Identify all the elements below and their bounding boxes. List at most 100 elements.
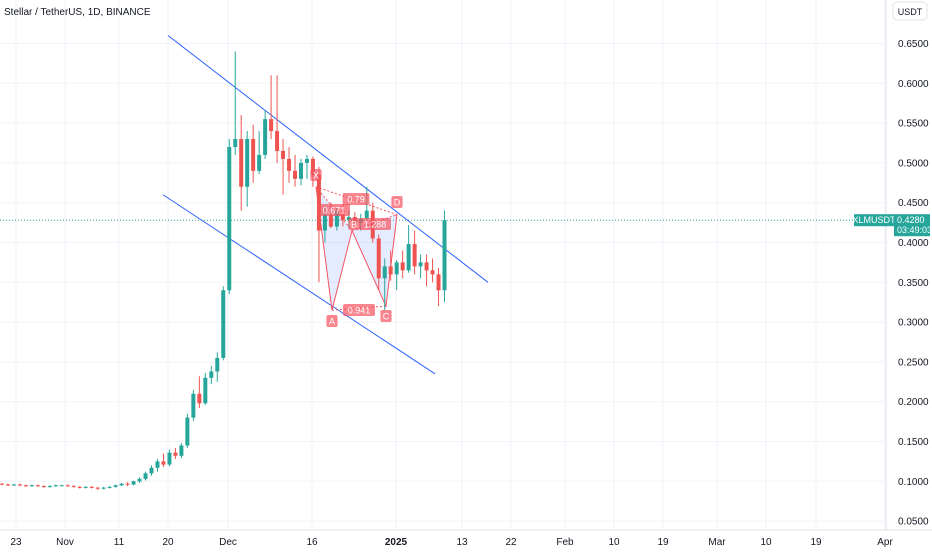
price-tick-label: 0.4500 — [898, 198, 929, 209]
candle-body — [35, 485, 40, 487]
candle-body — [310, 158, 315, 175]
candle — [95, 486, 100, 491]
candle — [382, 258, 387, 311]
candle — [400, 250, 405, 279]
candle-body — [167, 452, 172, 465]
candle — [149, 465, 154, 476]
candle-body — [304, 158, 309, 163]
candle — [203, 373, 208, 405]
candle — [412, 230, 417, 275]
candle — [257, 131, 262, 175]
candle-body — [41, 486, 46, 488]
candle-body — [83, 486, 88, 488]
candle — [251, 124, 256, 183]
candle — [35, 484, 40, 487]
candle — [221, 286, 226, 361]
candle — [394, 260, 399, 291]
last-price-label: XLMUSDT 0.4280 03:49:03 — [852, 214, 932, 237]
candle-body — [418, 262, 423, 267]
price-tick-label: 0.5000 — [898, 158, 929, 169]
candle — [436, 267, 441, 307]
candle-body — [299, 162, 303, 179]
candle — [23, 484, 28, 487]
time-tick-label: Apr — [877, 537, 893, 548]
candle — [245, 131, 250, 207]
candle-body — [203, 377, 208, 404]
price-tick-label: 0.1000 — [898, 477, 929, 488]
channel-line — [162, 194, 436, 375]
time-tick-label: 2025 — [385, 537, 408, 548]
candle-body — [17, 484, 22, 486]
candle-body — [23, 485, 28, 487]
candle — [131, 480, 136, 486]
candle — [406, 224, 411, 273]
candle — [125, 482, 130, 487]
candle — [197, 376, 202, 409]
candle — [179, 443, 184, 459]
candle — [161, 453, 166, 467]
time-tick-label: 19 — [810, 537, 822, 548]
symbol-title: Stellar / TetherUS, 1D, BINANCE — [4, 7, 151, 18]
candle-body — [0, 483, 4, 485]
pattern-point-a: A — [326, 315, 338, 327]
pattern-point-x: X — [310, 169, 322, 181]
time-tick-label: 13 — [456, 537, 468, 548]
candle — [47, 485, 52, 488]
candle-body — [442, 220, 447, 291]
candle — [107, 486, 112, 489]
price-tick-label: 0.0500 — [898, 517, 929, 528]
time-tick-label: 22 — [505, 537, 517, 548]
candle-body — [263, 119, 268, 155]
time-tick-label: 16 — [306, 537, 318, 548]
candle-body — [65, 485, 70, 487]
candle-body — [316, 174, 321, 231]
candle-body — [394, 262, 399, 275]
candle-body — [185, 417, 190, 446]
time-axis-ticks[interactable]: 23 Nov 11 20 Dec 16 2025 13 22 Feb 10 19 Mar 10 19 Apr — [10, 537, 893, 548]
pattern-ratio-text: 0.79 — [347, 195, 365, 205]
candle — [191, 389, 196, 421]
time-tick-label: 19 — [657, 537, 669, 548]
candle-body — [29, 485, 34, 487]
countdown-text: 03:49:03 — [897, 225, 932, 235]
candle-body — [364, 210, 369, 219]
candle — [167, 449, 172, 467]
currency-button-label: USDT — [898, 7, 923, 17]
currency-button[interactable]: USDT — [892, 1, 928, 21]
candle — [388, 250, 393, 281]
pattern-ratio: 0.79 — [342, 193, 370, 205]
pattern-point-d-text: D — [394, 198, 401, 208]
candle — [263, 111, 268, 159]
candle — [287, 146, 292, 183]
candle — [293, 154, 298, 187]
candle-body — [257, 154, 262, 171]
candle-body — [281, 150, 286, 159]
candle — [233, 51, 238, 155]
candle — [137, 477, 142, 483]
candle-body — [53, 485, 58, 487]
candle-body — [251, 139, 256, 171]
candle — [442, 210, 447, 303]
price-scale[interactable] — [886, 0, 932, 530]
candle — [209, 365, 214, 385]
pattern-fill-bcd — [352, 214, 397, 307]
time-tick-label: 20 — [162, 537, 174, 548]
candle-body — [77, 486, 82, 488]
candle-body — [293, 170, 298, 179]
candle — [11, 483, 16, 487]
pattern-point-c: C — [380, 310, 392, 322]
pattern-ratio: 0.941 — [343, 304, 375, 316]
candle-body — [400, 262, 405, 271]
candle-body — [233, 139, 238, 147]
price-tick-label: 0.3500 — [898, 278, 929, 289]
candle-body — [269, 119, 274, 132]
candle-body — [275, 131, 280, 151]
pattern-point-b: B — [348, 218, 360, 230]
candle-body — [179, 445, 184, 456]
pattern-diag-ac — [331, 305, 387, 311]
candle — [5, 483, 10, 487]
candle-body — [89, 486, 94, 488]
candle-body — [173, 452, 178, 456]
